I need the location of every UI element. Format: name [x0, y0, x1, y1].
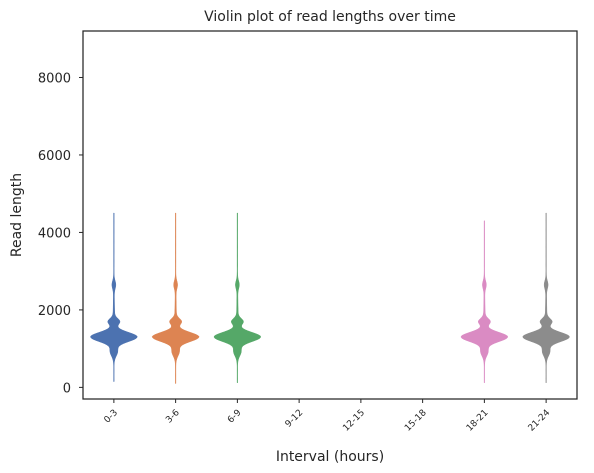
- violin-0-3: [90, 212, 138, 382]
- violin-3-6: [151, 212, 200, 384]
- x-axis-label: Interval (hours): [276, 449, 384, 465]
- y-axis-label: Read length: [9, 173, 25, 257]
- y-tick-label: 0: [63, 381, 71, 396]
- y-tick-label: 2000: [38, 304, 71, 319]
- violin-6-9: [213, 212, 261, 383]
- y-axis: 0 2000 4000 6000 8000: [38, 71, 83, 396]
- violin-18-21: [460, 220, 508, 383]
- violin-group: [90, 212, 570, 384]
- violin-21-24: [522, 212, 570, 383]
- chart-title: Violin plot of read lengths over time: [204, 9, 456, 25]
- y-tick-label: 6000: [38, 149, 71, 164]
- y-tick-label: 8000: [38, 71, 71, 86]
- plot-frame: [82, 30, 578, 400]
- y-tick-label: 4000: [38, 226, 71, 241]
